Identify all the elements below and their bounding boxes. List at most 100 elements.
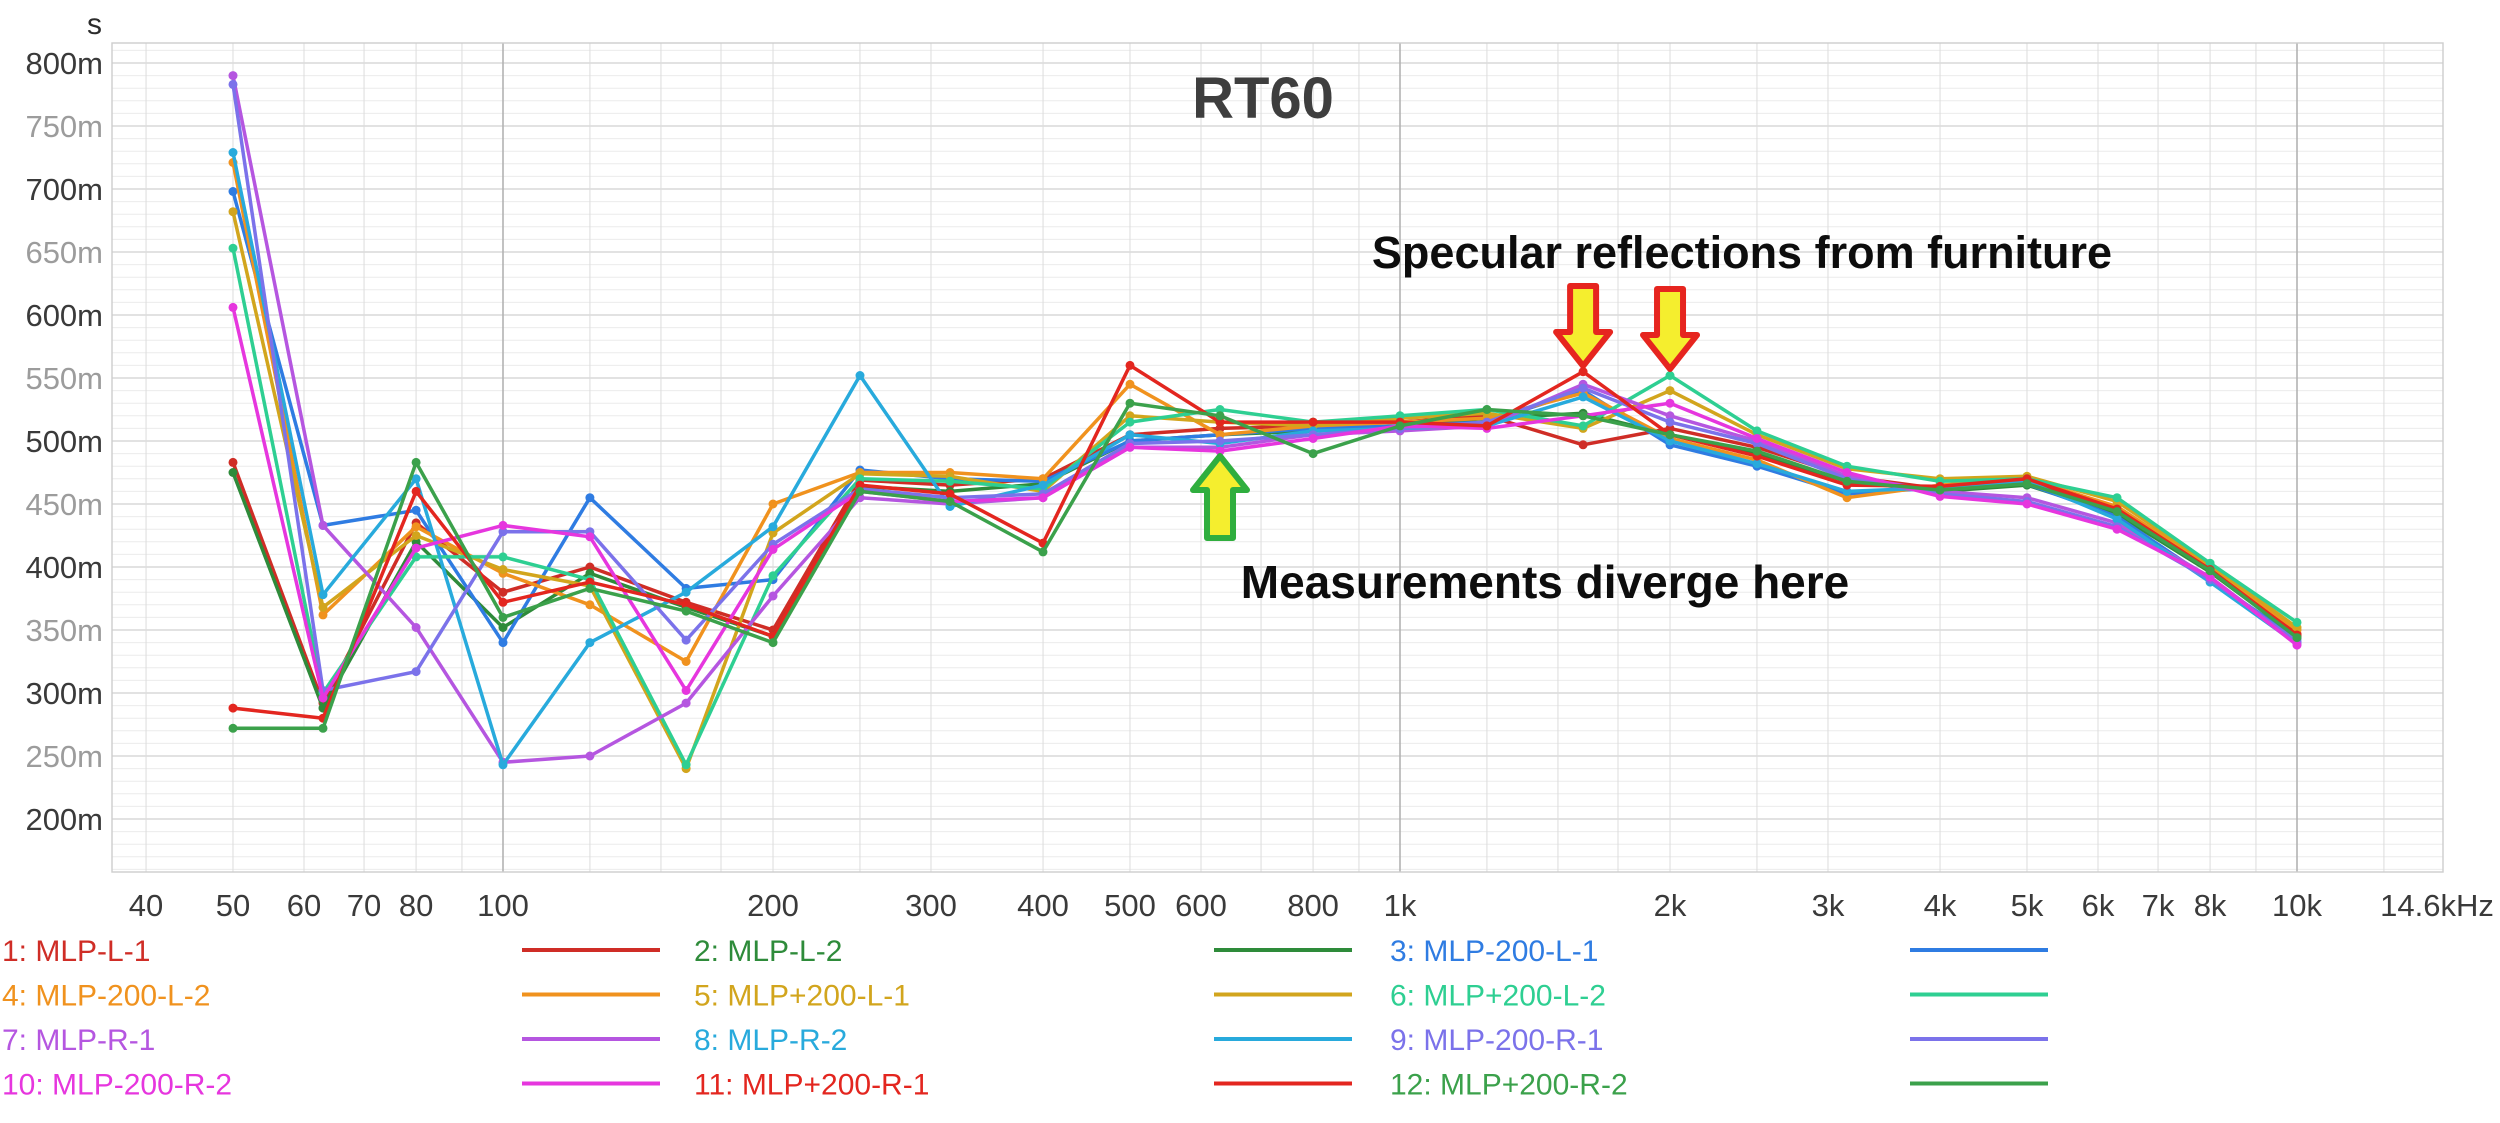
plot-frame — [111, 42, 2444, 873]
series-path-7 — [231, 75, 2299, 765]
data-point — [228, 71, 238, 81]
y-tick-label-550m: 550m — [25, 361, 103, 396]
data-point — [318, 602, 328, 612]
legend-entry-12[interactable]: 12: MLP+200-R-2 — [1390, 1069, 2048, 1102]
data-point — [1308, 449, 1318, 459]
data-point — [498, 587, 508, 597]
x-tick-label-500: 500 — [1104, 888, 1156, 923]
legend-entry-10[interactable]: 10: MLP-200-R-2 — [2, 1069, 660, 1102]
data-point — [1125, 411, 1135, 421]
data-point — [945, 497, 955, 506]
data-point — [681, 600, 691, 610]
data-point — [1215, 436, 1225, 446]
x-tick-label-14.6kHz: 14.6kHz — [2380, 888, 2494, 923]
data-point — [411, 522, 421, 532]
data-point — [1038, 474, 1048, 484]
data-point — [1665, 411, 1675, 421]
data-point — [768, 591, 778, 601]
data-point — [498, 760, 508, 770]
x-tick-label-800: 800 — [1287, 888, 1339, 923]
legend-entry-4[interactable]: 4: MLP-200-L-2 — [2, 980, 660, 1013]
data-point — [2112, 493, 2122, 503]
data-point — [498, 527, 508, 537]
x-tick-label-2k: 2k — [1654, 888, 1687, 923]
data-point — [855, 480, 865, 490]
data-point — [1125, 379, 1135, 389]
annotation-measurements-diverge: Measurements diverge here — [1241, 556, 1850, 608]
data-point — [1125, 430, 1135, 440]
legend-entry-3[interactable]: 3: MLP-200-L-1 — [1390, 935, 2048, 968]
data-point — [768, 638, 778, 648]
legend-entry-9[interactable]: 9: MLP-200-R-1 — [1390, 1024, 2048, 1057]
data-point — [1935, 485, 1945, 495]
data-point — [1665, 423, 1675, 433]
data-point — [1578, 367, 1588, 377]
data-point — [2112, 514, 2122, 524]
data-point — [2205, 566, 2215, 576]
data-point — [1752, 446, 1762, 456]
data-point — [1665, 417, 1675, 427]
legend-label-3: 3: MLP-200-L-1 — [1390, 935, 1598, 968]
legend-label-10: 10: MLP-200-R-2 — [2, 1069, 232, 1102]
data-point — [411, 531, 421, 540]
x-tick-label-1k: 1k — [1384, 888, 1417, 923]
y-tick-label-700m: 700m — [25, 172, 103, 207]
series-line-12[interactable] — [228, 398, 2302, 733]
data-point — [411, 543, 421, 553]
data-point — [1308, 417, 1318, 427]
data-point — [498, 597, 508, 607]
x-tick-label-200: 200 — [747, 888, 799, 923]
data-point — [318, 520, 328, 530]
legend-entry-11[interactable]: 11: MLP+200-R-1 — [694, 1069, 1352, 1102]
legend-entry-2[interactable]: 2: MLP-L-2 — [694, 935, 1352, 968]
data-point — [768, 522, 778, 532]
data-point — [228, 457, 238, 467]
data-point — [1215, 423, 1225, 433]
data-point — [2022, 479, 2032, 489]
data-point — [411, 623, 421, 632]
data-point — [681, 606, 691, 616]
data-point — [498, 612, 508, 622]
x-tick-label-70: 70 — [347, 888, 381, 923]
data-point — [228, 468, 238, 477]
data-point — [585, 751, 595, 761]
data-point — [228, 187, 238, 196]
data-point — [228, 302, 238, 312]
data-point — [585, 568, 595, 578]
data-point — [1665, 430, 1675, 440]
data-point — [498, 552, 508, 562]
data-point — [1125, 417, 1135, 427]
data-point — [945, 489, 955, 499]
legend-entry-1[interactable]: 1: MLP-L-1 — [2, 935, 660, 968]
legend-entry-8[interactable]: 8: MLP-R-2 — [694, 1024, 1352, 1057]
legend-entry-6[interactable]: 6: MLP+200-L-2 — [1390, 980, 2048, 1013]
data-point — [498, 623, 508, 632]
y-tick-label-450m: 450m — [25, 487, 103, 522]
x-tick-label-100: 100 — [477, 888, 529, 923]
data-point — [1665, 436, 1675, 446]
data-point — [1665, 371, 1675, 380]
data-point — [1665, 398, 1675, 408]
data-point — [1215, 430, 1225, 440]
data-point — [585, 493, 595, 503]
data-point — [1842, 493, 1852, 503]
legend-label-11: 11: MLP+200-R-1 — [694, 1069, 929, 1102]
x-tick-label-7k: 7k — [2142, 888, 2175, 923]
data-point — [585, 583, 595, 593]
data-point — [1482, 405, 1492, 414]
series-path-11 — [232, 363, 2299, 720]
data-point — [228, 243, 238, 253]
data-point — [228, 207, 238, 217]
series-path-12 — [233, 401, 2299, 731]
legend-entry-5[interactable]: 5: MLP+200-L-1 — [694, 980, 1352, 1013]
data-point — [228, 723, 238, 733]
chart-title: RT60 — [1192, 66, 1334, 131]
data-point — [1842, 468, 1852, 477]
data-point — [318, 693, 328, 703]
data-point — [1038, 493, 1048, 503]
legend-entry-7[interactable]: 7: MLP-R-1 — [2, 1024, 660, 1057]
data-point — [1665, 386, 1675, 396]
y-tick-label-800m: 800m — [25, 46, 103, 81]
